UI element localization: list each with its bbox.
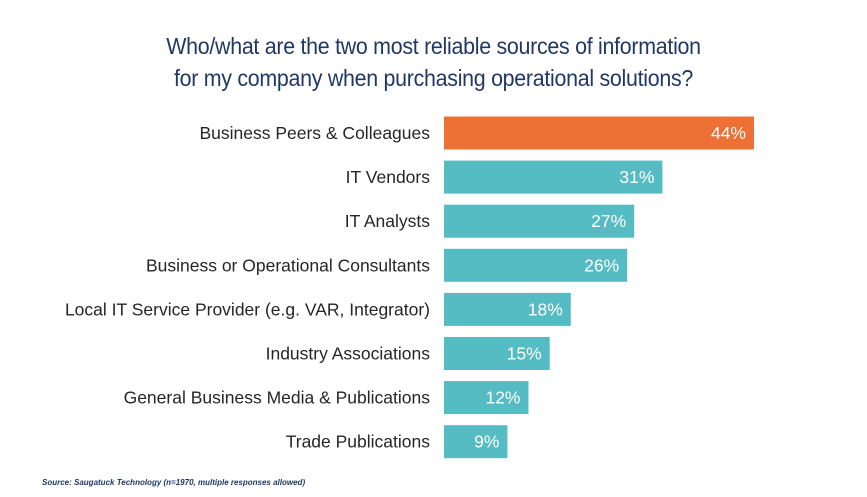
bar-local-it-service-provider-e-g-var-integrator: [444, 292, 571, 326]
bar-trade-publications: [444, 425, 508, 459]
category-label-it-analysts: IT Analysts: [345, 211, 431, 231]
value-label-business-or-operational-consultants: 26%: [584, 255, 619, 275]
category-label-industry-associations: Industry Associations: [266, 344, 431, 364]
source-note: Source: Saugatuck Technology (n=1970, mu…: [42, 478, 306, 487]
value-label-general-business-media-publications: 12%: [485, 388, 520, 408]
bar-it-vendors: [444, 160, 663, 194]
bar-industry-associations: [444, 337, 550, 370]
value-label-industry-associations: 15%: [507, 344, 542, 364]
value-label-local-it-service-provider-e-g-var-integrator: 18%: [528, 299, 563, 319]
category-label-it-vendors: IT Vendors: [346, 167, 431, 187]
bar-business-or-operational-consultants: [444, 248, 628, 282]
chart-title-line-1: Who/what are the two most reliable sourc…: [166, 33, 701, 59]
chart-title-line-2: for my company when purchasing operation…: [173, 65, 694, 91]
bar-business-peers-colleagues: [444, 116, 754, 150]
category-label-local-it-service-provider-e-g-var-integrator: Local IT Service Provider (e.g. VAR, Int…: [65, 299, 430, 319]
category-label-business-or-operational-consultants: Business or Operational Consultants: [146, 255, 430, 275]
value-label-it-analysts: 27%: [591, 211, 626, 231]
category-label-general-business-media-publications: General Business Media & Publications: [124, 388, 431, 408]
category-label-trade-publications: Trade Publications: [286, 432, 431, 452]
value-label-it-vendors: 31%: [619, 167, 654, 187]
value-label-trade-publications: 9%: [474, 432, 499, 452]
value-label-business-peers-colleagues: 44%: [711, 123, 746, 143]
category-label-business-peers-colleagues: Business Peers & Colleagues: [199, 123, 430, 143]
chart-title: Who/what are the two most reliable sourc…: [30, 30, 836, 94]
bar-it-analysts: [444, 204, 635, 238]
bar-general-business-media-publications: [444, 381, 529, 415]
